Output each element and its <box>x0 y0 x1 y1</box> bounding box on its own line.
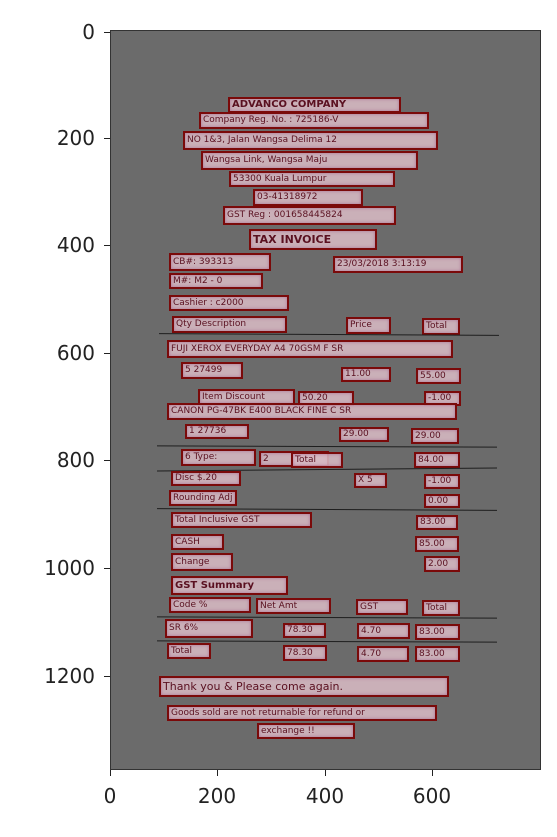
gst-total-label-box: Total <box>167 643 211 659</box>
gst-total-gst-box: 4.70 <box>357 646 409 662</box>
cash-value-box: 85.00 <box>415 536 459 552</box>
gst-sr-total-box: 83.00 <box>415 624 460 640</box>
header-total-box: Total <box>422 318 460 335</box>
item2-description-box: CANON PG-47BK E400 BLACK FINE C SR <box>167 403 457 420</box>
receipt-divider <box>156 508 498 511</box>
types-label-box: 6 Type: <box>181 449 256 466</box>
item1-description-box: FUJI XEROX EVERYDAY A4 70GSM F SR <box>167 340 453 358</box>
date-time-box: 23/03/2018 3:13:19 <box>333 256 463 273</box>
disc-mult-box: X 5 <box>354 473 387 488</box>
gst-total-net-box: 78.30 <box>283 645 327 661</box>
total-inclusive-value-box: 83.00 <box>416 515 458 530</box>
receipt-divider <box>156 445 498 448</box>
x-tick-label: 400 <box>305 784 345 808</box>
machine-box: M#: M2 - 0 <box>169 273 263 289</box>
address-line2-box: Wangsa Link, Wangsa Maju <box>201 151 418 170</box>
gst-header-gst-box: GST <box>356 599 408 615</box>
footer-note-box: Goods sold are not returnable for refund… <box>167 705 437 721</box>
x-tick-mark <box>217 770 218 776</box>
y-tick-mark <box>104 676 110 677</box>
y-tick-label: 400 <box>56 233 95 257</box>
item2-total-box: 29.00 <box>411 428 459 444</box>
rounding-value-box: 0.00 <box>424 494 460 508</box>
company-name-box: ADVANCO COMPANY <box>228 97 401 113</box>
cb-number-box: CB#: 393313 <box>169 253 271 271</box>
gst-summary-label-box: GST Summary <box>171 576 288 595</box>
item2-price-box: 29.00 <box>339 427 389 442</box>
phone-box: 03-41318972 <box>253 189 363 206</box>
y-tick-mark <box>104 353 110 354</box>
footer-exchange-box: exchange !! <box>257 723 355 739</box>
x-tick-label: 600 <box>412 784 452 808</box>
item1-qty-code-box: 5 27499 <box>181 362 243 379</box>
x-tick-label: 200 <box>197 784 237 808</box>
y-tick-mark <box>104 460 110 461</box>
tax-invoice-title-box: TAX INVOICE <box>249 229 377 250</box>
y-tick-label: 200 <box>56 126 95 150</box>
rounding-label-box: Rounding Adj <box>169 490 237 506</box>
x-tick-mark <box>432 770 433 776</box>
x-tick-mark <box>325 770 326 776</box>
y-tick-mark <box>104 32 110 33</box>
item1-total-box: 55.00 <box>416 368 461 384</box>
disc-value-box: -1.00 <box>424 474 460 489</box>
total-inclusive-label-box: Total Inclusive GST <box>171 512 312 528</box>
gst-header-total-box: Total <box>422 600 460 616</box>
change-label-box: Change <box>171 553 233 571</box>
change-value-box: 2.00 <box>424 556 460 572</box>
item2-qty-code-box: 1 27736 <box>185 424 249 439</box>
cash-label-box: CASH <box>171 534 224 550</box>
item1-price-box: 11.00 <box>341 367 391 382</box>
types-total-box: 84.00 <box>414 452 460 468</box>
x-tick-mark <box>110 770 111 776</box>
y-tick-label: 1200 <box>44 664 95 688</box>
gst-sr-code-box: SR 6% <box>165 619 253 638</box>
image-axes: ADVANCO COMPANY Company Reg. No. : 72518… <box>110 30 541 770</box>
address-line3-box: 53300 Kuala Lumpur <box>229 171 395 187</box>
disc-label-box: Disc $.20 <box>171 471 241 486</box>
x-tick-label: 0 <box>103 784 117 808</box>
gst-header-net-box: Net Amt <box>256 598 331 614</box>
gst-sr-gst-box: 4.70 <box>357 623 410 639</box>
receipt-image: ADVANCO COMPANY Company Reg. No. : 72518… <box>111 31 542 771</box>
y-tick-label: 1000 <box>44 556 95 580</box>
gst-sr-net-box: 78.30 <box>283 623 326 638</box>
header-qty-description-box: Qty Description <box>172 316 287 333</box>
cashier-box: Cashier : c2000 <box>169 295 289 311</box>
y-tick-mark <box>104 138 110 139</box>
header-price-box: Price <box>346 317 391 334</box>
gst-total-total-box: 83.00 <box>415 646 460 662</box>
y-tick-label: 0 <box>82 20 95 44</box>
y-tick-mark <box>104 568 110 569</box>
thank-you-box: Thank you & Please come again. <box>159 676 449 697</box>
gst-header-code-box: Code % <box>169 597 251 613</box>
gst-reg-box: GST Reg : 001658445824 <box>223 206 396 225</box>
address-line1-box: NO 1&3, Jalan Wangsa Delima 12 <box>183 131 438 150</box>
y-tick-mark <box>104 245 110 246</box>
y-tick-label: 600 <box>56 341 95 365</box>
y-tick-label: 800 <box>56 448 95 472</box>
types-total-label-box: Total <box>291 452 343 468</box>
company-reg-box: Company Reg. No. : 725186-V <box>199 112 429 129</box>
